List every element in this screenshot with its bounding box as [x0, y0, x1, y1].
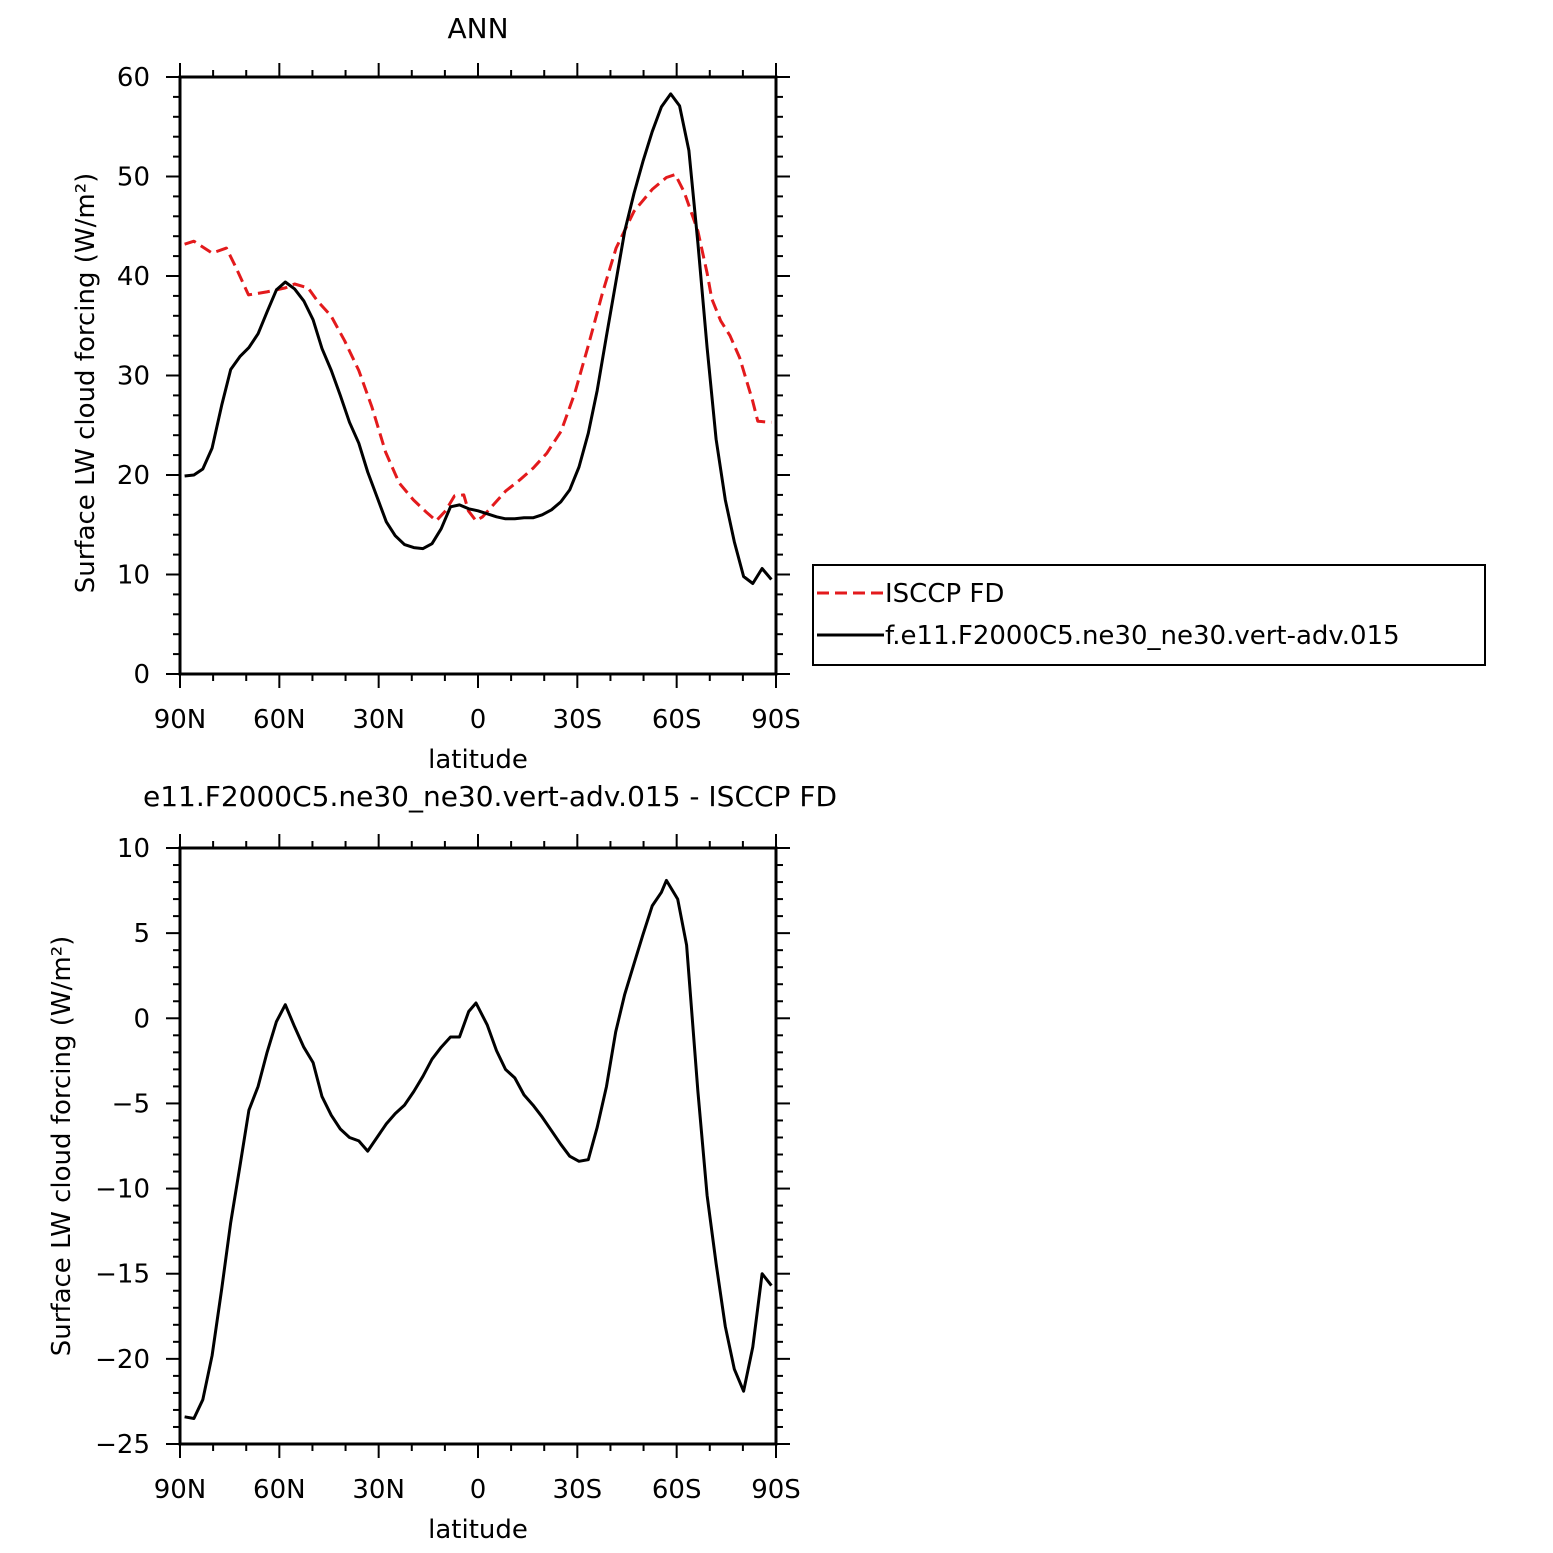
top-x-tick-label: 60S	[652, 705, 702, 735]
top-y-tick-label: 60	[117, 63, 150, 93]
top-y-tick-label: 30	[117, 362, 150, 392]
bottom-x-tick-label: 60N	[253, 1475, 306, 1505]
legend-label-model: f.e11.F2000C5.ne30_ne30.vert-adv.015	[885, 621, 1400, 651]
top-series-line-0	[184, 173, 772, 523]
bottom-x-tick-label: 90S	[751, 1475, 801, 1505]
bottom-y-axis-label: Surface LW cloud forcing (W/m²)	[47, 936, 77, 1357]
bottom-y-tick-label: −5	[112, 1089, 150, 1119]
top-panel: ANN 0 10 20 30 40 50 60 90N 60N 30N 0 30S 60S 90S Su…	[71, 12, 801, 775]
bottom-panel: e11.F2000C5.ne30_ne30.vert-adv.015 - ISC…	[47, 780, 837, 1545]
bottom-chart-title: e11.F2000C5.ne30_ne30.vert-adv.015 - ISC…	[143, 780, 837, 813]
bottom-plot-frame	[178, 846, 778, 1446]
top-x-axis-label: latitude	[428, 745, 528, 775]
top-plot-frame	[178, 75, 778, 676]
top-x-tick-label: 30S	[553, 705, 603, 735]
top-y-axis-label: Surface LW cloud forcing (W/m²)	[71, 173, 101, 594]
top-x-tick-label: 30N	[352, 705, 405, 735]
top-series-line-1	[184, 92, 773, 585]
top-x-tick-label: 90S	[751, 705, 801, 735]
bottom-series-line-0	[184, 878, 773, 1420]
bottom-x-tick-label: 0	[470, 1475, 487, 1505]
legend-label-isccp: ISCCP FD	[885, 579, 1004, 609]
top-chart-title: ANN	[447, 12, 508, 45]
top-x-tick-label: 90N	[154, 705, 207, 735]
bottom-plot-lines	[184, 878, 773, 1420]
bottom-y-tick-label: 0	[133, 1004, 150, 1034]
bottom-y-tick-label: −10	[95, 1175, 150, 1205]
top-y-tick-label: 10	[117, 561, 150, 591]
bottom-x-axis-label: latitude	[428, 1515, 528, 1545]
legend-box	[812, 564, 1486, 666]
bottom-x-ticks: 90N 60N 30N 0 30S 60S 90S	[154, 834, 801, 1505]
top-y-tick-label: 50	[117, 163, 150, 193]
bottom-y-tick-label: −25	[95, 1430, 150, 1460]
legend: ISCCP FD f.e11.F2000C5.ne30_ne30.vert-ad…	[812, 564, 1486, 666]
bottom-x-tick-label: 30N	[352, 1475, 405, 1505]
bottom-y-tick-label: 10	[117, 834, 150, 864]
bottom-x-tick-label: 30S	[553, 1475, 603, 1505]
top-x-ticks: 90N 60N 30N 0 30S 60S 90S	[154, 63, 801, 735]
top-y-tick-label: 40	[117, 262, 150, 292]
bottom-x-tick-label: 60S	[652, 1475, 702, 1505]
bottom-x-tick-label: 90N	[154, 1475, 207, 1505]
bottom-y-ticks: −25 −20 −15 −10 −5 0 5 10	[95, 834, 790, 1460]
top-y-tick-label: 0	[133, 660, 150, 690]
bottom-y-tick-label: −15	[95, 1260, 150, 1290]
top-y-tick-label: 20	[117, 461, 150, 491]
top-plot-lines	[184, 92, 773, 585]
top-x-tick-label: 0	[470, 705, 487, 735]
bottom-y-tick-label: 5	[133, 919, 150, 949]
top-x-tick-label: 60N	[253, 705, 306, 735]
bottom-y-tick-label: −20	[95, 1345, 150, 1375]
